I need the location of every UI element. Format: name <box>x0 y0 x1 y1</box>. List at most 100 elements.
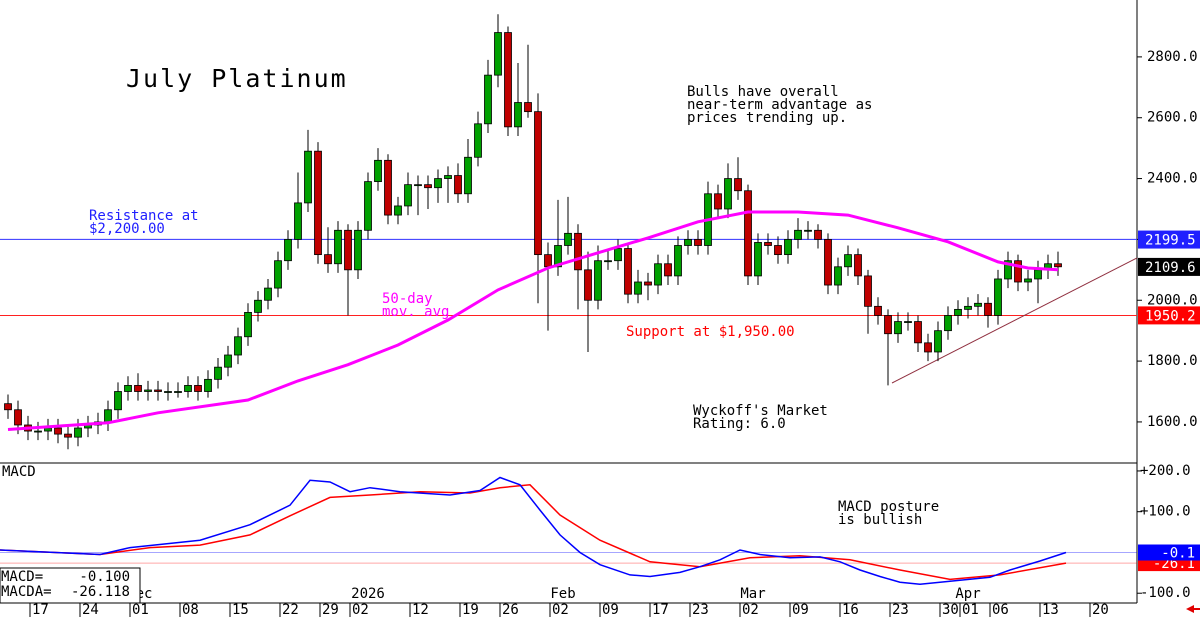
candle-body <box>244 312 252 338</box>
candle-body <box>204 378 212 392</box>
y-tick-label: 2400.0 <box>1147 171 1198 187</box>
x-tick-label: 22 <box>282 602 299 617</box>
candle-body <box>904 321 912 323</box>
candle-body <box>834 266 842 286</box>
readout-name: MACDA= <box>1 584 52 600</box>
macd-value-label: -0.1 <box>1161 546 1195 562</box>
candle-body <box>264 287 272 301</box>
candle-body <box>764 242 772 246</box>
x-tick-label: 20 <box>1092 602 1109 617</box>
x-tick-label: 08 <box>182 602 199 617</box>
candle-body <box>944 315 952 332</box>
readout-name: MACD= <box>1 569 43 585</box>
x-tick-label: 17 <box>32 602 49 617</box>
macd-annotation: MACD posture is bullish <box>838 499 939 528</box>
candle-body <box>544 254 552 268</box>
candle-body <box>254 299 262 313</box>
candle-body <box>194 385 202 392</box>
candle-body <box>734 178 742 192</box>
candle-body <box>114 391 122 411</box>
candle-body <box>684 239 692 246</box>
x-tick-label: 23 <box>692 602 709 617</box>
candle-body <box>914 321 922 344</box>
candle-body <box>134 385 142 392</box>
x-tick-label: 19 <box>462 602 479 617</box>
moving-average <box>7 210 1059 431</box>
annotation-line: Bulls have overall <box>687 84 839 100</box>
x-tick-label: 02 <box>742 602 759 617</box>
candle-body <box>894 321 902 335</box>
annotation: Resistance at $2,200.00 <box>89 208 199 237</box>
x-tick-label: 02 <box>352 602 369 617</box>
price-label: 1950.2 <box>1145 308 1196 324</box>
candle-body <box>444 175 452 179</box>
candle-body <box>574 232 582 271</box>
annotation-line: Support at $1,950.00 <box>626 324 795 340</box>
candle-body <box>14 409 22 426</box>
macd-tick-label: -100.0 <box>1140 585 1191 601</box>
candle-body <box>924 342 932 353</box>
month-label: Feb <box>550 586 575 602</box>
macd-title: MACD <box>2 464 36 480</box>
candle-body <box>824 239 832 286</box>
candle-body <box>504 32 512 128</box>
annotation-line: Wyckoff's Market <box>693 403 828 419</box>
candle-body <box>844 254 852 268</box>
candle-body <box>404 184 412 207</box>
price-label-box <box>1138 306 1200 325</box>
annotation: Bulls have overall near-term advantage as… <box>687 84 872 126</box>
trendline <box>891 257 1138 384</box>
candle-body <box>464 156 472 195</box>
candle-body <box>394 205 402 216</box>
x-tick-label: 30 <box>942 602 959 617</box>
annotation-line: mov. avg <box>382 304 449 320</box>
x-tick-label: 16 <box>842 602 859 617</box>
scroll-arrow[interactable] <box>1186 605 1200 613</box>
candle-body <box>524 102 532 113</box>
candle-body <box>954 308 962 316</box>
candle-body <box>384 159 392 216</box>
annotation: Wyckoff's Market Rating: 6.0 <box>693 403 828 432</box>
candle-body <box>344 229 352 271</box>
candle-body <box>74 427 82 438</box>
candle-body <box>584 269 592 301</box>
y-tick-label: 1600.0 <box>1147 414 1198 430</box>
candle-body <box>934 330 942 353</box>
candle-body <box>964 305 972 310</box>
candle-body <box>644 281 652 286</box>
candle-body <box>794 229 802 240</box>
candle-body <box>514 102 522 128</box>
annotation-line: 50-day <box>382 291 433 307</box>
candle-body <box>284 239 292 262</box>
x-tick-label: 01 <box>962 602 979 617</box>
annotation-line: MACD posture <box>838 499 939 515</box>
candle-body <box>434 178 442 189</box>
readout-value: -26.118 <box>71 584 130 600</box>
x-tick-label: 29 <box>322 602 339 617</box>
x-tick-label: 06 <box>992 602 1009 617</box>
candle-body <box>1004 260 1012 280</box>
macd-line <box>0 476 1067 586</box>
candle-body <box>1014 260 1022 283</box>
candle-body <box>324 254 332 265</box>
price-label: 2109.6 <box>1145 260 1196 276</box>
candle-body <box>224 354 232 368</box>
candle-body <box>34 430 42 433</box>
candle-body <box>744 190 752 277</box>
macd-tick-label: +200.0 <box>1140 463 1191 479</box>
chart-title: July Platinum <box>126 64 348 93</box>
x-tick-label: 01 <box>132 602 149 617</box>
candle-body <box>534 111 542 256</box>
candle-body <box>4 403 12 411</box>
month-label: 2026 <box>351 586 385 602</box>
x-tick-label: 15 <box>232 602 249 617</box>
candle-body <box>414 184 422 187</box>
y-tick-label: 2000.0 <box>1147 292 1198 308</box>
candle-body <box>64 433 72 438</box>
x-tick-label: 26 <box>502 602 519 617</box>
readout-value: -0.100 <box>79 569 130 585</box>
macd-line <box>0 484 1067 581</box>
candle-body <box>594 260 602 301</box>
x-tick-label: 02 <box>552 602 569 617</box>
candle-body <box>214 366 222 380</box>
